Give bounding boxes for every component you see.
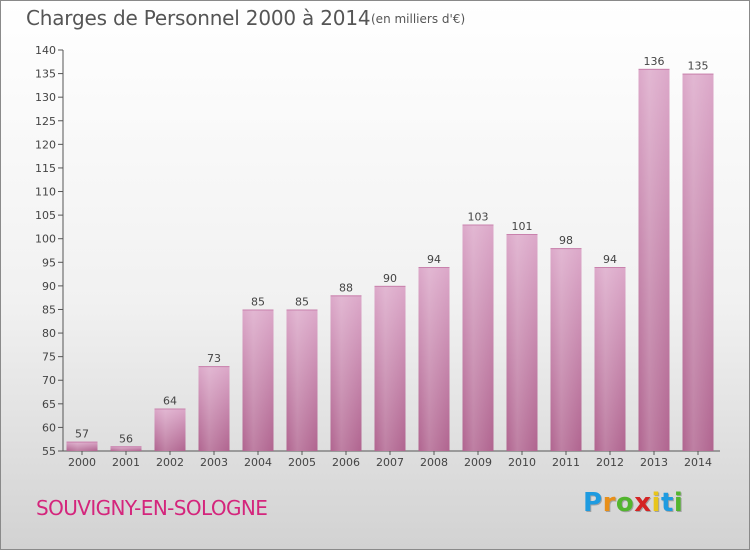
y-tick-label: 95 [42, 256, 56, 269]
data-label: 85 [295, 295, 309, 308]
y-tick-label: 70 [42, 374, 56, 387]
bar-shine [682, 73, 714, 452]
bar-2005 [286, 309, 318, 451]
x-tick-label: 2000 [68, 456, 96, 469]
x-tick-label: 2013 [640, 456, 668, 469]
bar-2011 [550, 248, 582, 451]
bar-2012 [594, 267, 626, 451]
logo-letter: i [651, 488, 661, 518]
x-tick-label: 2007 [376, 456, 404, 469]
bar-shine [594, 267, 626, 451]
logo-letter: i [673, 488, 684, 518]
logo-letter: P [583, 488, 603, 518]
x-tick-label: 2006 [332, 456, 360, 469]
bar-shine [418, 267, 450, 451]
bar-shine [198, 366, 230, 451]
y-tick-label: 90 [42, 280, 56, 293]
bar-shine [330, 295, 362, 451]
data-label: 94 [603, 253, 617, 266]
x-tick-label: 2002 [156, 456, 184, 469]
bar-shine [154, 408, 186, 451]
x-tick-label: 2005 [288, 456, 316, 469]
y-tick-label: 100 [35, 233, 56, 246]
bar-2006 [330, 295, 362, 451]
bar-series [66, 68, 714, 452]
data-label: 94 [427, 253, 441, 266]
bar-shine [66, 441, 98, 451]
chart-subtitle: (en milliers d'€) [371, 12, 466, 26]
x-tick-label: 2003 [200, 456, 228, 469]
y-tick-label: 135 [35, 68, 56, 81]
x-tick-label: 2004 [244, 456, 272, 469]
y-tick-label: 125 [35, 115, 56, 128]
bar-2010 [506, 233, 538, 451]
commune-name: SOUVIGNY-EN-SOLOGNE [36, 496, 268, 520]
y-tick-label: 85 [42, 303, 56, 316]
y-tick-label: 105 [35, 209, 56, 222]
data-label: 88 [339, 281, 353, 294]
y-tick-label: 75 [42, 351, 56, 364]
y-tick-label: 55 [42, 445, 56, 458]
bar-2001 [110, 446, 142, 451]
bar-shine [462, 224, 494, 451]
bar-2009 [462, 224, 494, 451]
data-label: 90 [383, 272, 397, 285]
data-label: 73 [207, 352, 221, 365]
x-tick-label: 2010 [508, 456, 536, 469]
x-tick-label: 2001 [112, 456, 140, 469]
bar-shine [242, 309, 274, 451]
data-label: 85 [251, 295, 265, 308]
logo-letter: r [602, 488, 616, 518]
bar-2003 [198, 366, 230, 451]
proxiti-logo[interactable]: Proxiti [583, 488, 683, 518]
y-tick-label: 130 [35, 91, 56, 104]
x-tick-label: 2014 [684, 456, 712, 469]
data-label: 64 [163, 395, 177, 408]
y-tick-label: 110 [35, 186, 56, 199]
bar-2014 [682, 73, 714, 452]
data-label: 136 [644, 55, 665, 68]
bar-shine [110, 446, 142, 451]
y-tick-label: 65 [42, 398, 56, 411]
bar-2013 [638, 68, 670, 451]
data-label: 103 [468, 211, 489, 224]
logo-letter: t [660, 488, 674, 518]
bar-2004 [242, 309, 274, 451]
logo-letter: o [615, 488, 635, 518]
bar-2008 [418, 267, 450, 451]
bar-2007 [374, 285, 406, 451]
data-label: 57 [75, 428, 89, 441]
y-tick-label: 140 [35, 44, 56, 57]
bar-2002 [154, 408, 186, 451]
bar-shine [506, 233, 538, 451]
bar-shine [286, 309, 318, 451]
x-tick-label: 2012 [596, 456, 624, 469]
y-tick-label: 60 [42, 421, 56, 434]
data-label: 101 [512, 220, 533, 233]
chart-title: Charges de Personnel 2000 à 2014 [26, 6, 371, 30]
bar-shine [550, 248, 582, 451]
data-label: 56 [119, 432, 133, 445]
x-tick-label: 2008 [420, 456, 448, 469]
bar-2000 [66, 441, 98, 451]
data-labels: 57 56 64 73 85 85 88 90 94 103 101 98 94 136 135 [75, 55, 709, 445]
bar-shine [374, 285, 406, 451]
data-label: 135 [688, 60, 709, 73]
bar-shine [638, 68, 670, 451]
y-tick-label: 120 [35, 138, 56, 151]
logo-letter: x [634, 488, 652, 518]
y-tick-label: 80 [42, 327, 56, 340]
x-tick-label: 2011 [552, 456, 580, 469]
x-tick-label: 2009 [464, 456, 492, 469]
data-label: 98 [559, 234, 573, 247]
y-tick-label: 115 [35, 162, 56, 175]
